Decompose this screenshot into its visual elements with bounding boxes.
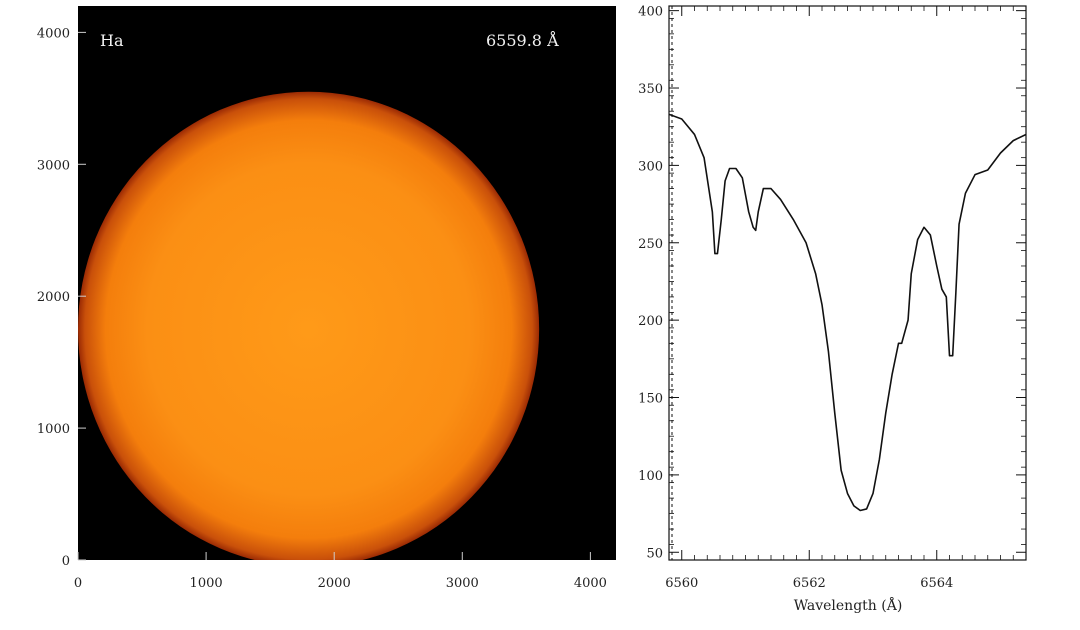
spectrum-series-line: [669, 113, 1026, 512]
image-x-tick-label: 0: [74, 576, 82, 591]
image-y-tick-label: 1000: [37, 422, 70, 437]
plot-y-tick-label: 400: [638, 5, 663, 20]
filter-label: Ha: [100, 31, 124, 50]
image-x-tick-label: 4000: [574, 576, 607, 591]
plot-frame: [668, 5, 1027, 561]
image-y-tick-label: 0: [62, 554, 70, 569]
image-x-ticks: 0 1000 2000 3000 4000: [74, 552, 607, 591]
plot-y-tick-label: 100: [638, 469, 663, 484]
solar-image-panel: Ha 6559.8 Å 0 1000 2000 3000 4000 0 1000 2000 3…: [37, 6, 616, 591]
plot-x-ticks: 6560 6562 6564: [665, 6, 953, 591]
plot-y-ticks: 50 100 150 200 250 300 350 400: [638, 5, 1026, 561]
image-y-ticks: 0 1000 2000 3000 4000: [37, 26, 86, 569]
image-y-tick-label: 4000: [37, 26, 70, 41]
image-x-tick-label: 3000: [446, 576, 479, 591]
image-x-tick-label: 1000: [190, 576, 223, 591]
spectrum-plot: 6560 6562 6564 50 100 150 200 250 300 350 400 Wav…: [638, 5, 1027, 614]
image-x-tick-label: 2000: [318, 576, 351, 591]
plot-y-tick-label: 150: [638, 392, 663, 407]
wavelength-label: 6559.8 Å: [486, 30, 559, 50]
plot-minor-ticks: [668, 6, 1027, 561]
x-axis-title: Wavelength (Å): [794, 596, 903, 614]
plot-y-tick-label: 300: [638, 159, 663, 174]
plot-y-tick-label: 250: [638, 237, 663, 252]
image-y-tick-label: 2000: [37, 290, 70, 305]
plot-x-tick-label: 6564: [920, 576, 953, 591]
image-y-tick-label: 3000: [37, 158, 70, 173]
plot-x-tick-label: 6560: [665, 576, 698, 591]
plot-y-tick-label: 50: [646, 546, 663, 561]
plot-y-tick-label: 200: [638, 314, 663, 329]
plot-x-tick-label: 6562: [793, 576, 826, 591]
solar-disk: [78, 91, 540, 560]
plot-y-tick-label: 350: [638, 82, 663, 97]
